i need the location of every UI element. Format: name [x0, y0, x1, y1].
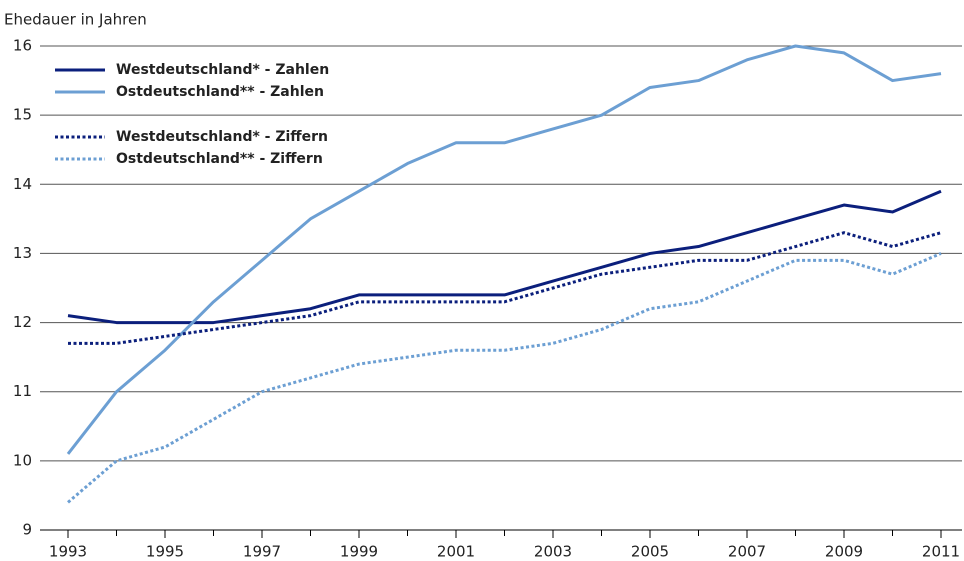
y-tick-label: 16 [13, 37, 32, 55]
y-axis-label: Ehedauer in Jahren [4, 11, 147, 29]
x-tick-label: 2009 [825, 543, 863, 561]
y-tick-label: 15 [13, 106, 32, 124]
y-tick-label: 13 [13, 244, 32, 262]
x-tick-label: 2011 [922, 543, 960, 561]
x-tick-label: 1995 [146, 543, 184, 561]
x-tick-label: 1999 [340, 543, 378, 561]
x-tick-label: 2007 [728, 543, 766, 561]
y-tick-label: 14 [13, 175, 32, 193]
legend-label: Westdeutschland* - Ziffern [116, 129, 328, 145]
series-line [68, 231, 942, 345]
x-tick-label: 1997 [243, 543, 281, 561]
x-tick-label: 2005 [631, 543, 669, 561]
legend-label: Westdeutschland* - Zahlen [116, 62, 329, 78]
series-line [67, 189, 942, 325]
y-tick-label: 10 [13, 451, 32, 469]
y-tick-label: 11 [13, 382, 32, 400]
y-tick-label: 9 [22, 521, 32, 539]
y-tick-label: 12 [13, 313, 32, 331]
series-line [66, 44, 942, 455]
legend-label: Ostdeutschland** - Zahlen [116, 84, 324, 100]
x-tick-label: 2003 [534, 543, 572, 561]
x-tick-label: 2001 [437, 543, 475, 561]
x-tick-label: 1993 [49, 543, 87, 561]
legend-label: Ostdeutschland** - Ziffern [116, 151, 323, 167]
series-line [67, 252, 942, 504]
